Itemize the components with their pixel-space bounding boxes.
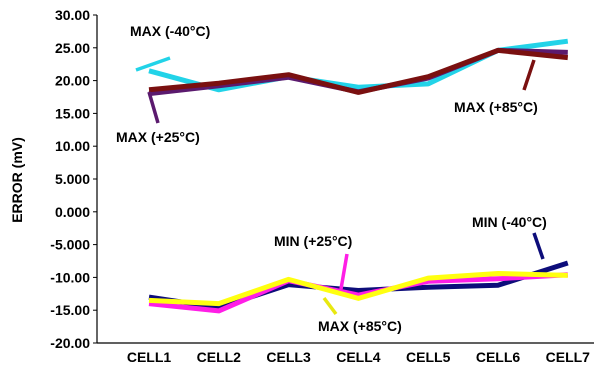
annotation-label: MAX (+25°C) [116, 129, 200, 145]
x-tick-labels: CELL1 CELL2 CELL3 CELL4 CELL5 CELL6 CELL7 [127, 349, 590, 365]
annotations: MAX (-40°C) MAX (+25°C) MAX (+85°C) MIN (-4… [113, 23, 547, 335]
y-axis-label: ERROR (mV) [9, 137, 25, 223]
y-tick-labels: 30.00 25.00 20.00 15.00 10.00 5.000 0.000 -5.00… [50, 7, 90, 351]
y-tick-label: -10.00 [50, 269, 90, 285]
annotation-label: MIN (+25°C) [274, 233, 352, 249]
x-tick-label: CELL5 [406, 349, 451, 365]
annotation-label-bg [451, 98, 541, 116]
annotation-label: MAX (-40°C) [130, 23, 210, 39]
x-tick-label: CELL3 [266, 349, 311, 365]
annotation-label-bg [315, 317, 405, 335]
annotation-label: MIN (-40°C) [472, 214, 547, 230]
series-lines [148, 38, 569, 314]
annotation-label-bg [271, 232, 356, 250]
annotation-pointer [135, 56, 171, 72]
y-tick-label: 20.00 [55, 73, 90, 89]
x-tick-label: CELL2 [197, 349, 242, 365]
y-tick-label: 30.00 [55, 7, 90, 23]
annotation-pointer [322, 296, 338, 316]
y-tick-label: 15.00 [55, 105, 90, 121]
series-line-2 [148, 47, 569, 95]
annotation-pointer [522, 59, 536, 91]
y-tick-label: -5.000 [50, 237, 90, 253]
y-tick-label: 25.00 [55, 40, 90, 56]
annotation-label-bg [113, 128, 203, 146]
x-tick-label: CELL6 [476, 349, 521, 365]
annotation-pointer [339, 253, 349, 290]
y-tick-label: 5.000 [55, 171, 90, 187]
x-tick-label: CELL1 [127, 349, 172, 365]
x-tick-label: CELL7 [546, 349, 591, 365]
series-line-4 [148, 272, 568, 314]
series-line-3 [148, 260, 569, 311]
x-tick-label: CELL4 [336, 349, 381, 365]
annotation-label: MAX (+85°C) [318, 318, 402, 334]
annotation-pointer [532, 232, 545, 260]
annotation-label: MAX (+85°C) [454, 99, 538, 115]
y-tick-label: 10.00 [55, 138, 90, 154]
axes [93, 14, 594, 344]
y-tick-label: -20.00 [50, 335, 90, 351]
y-tick-label: 0.000 [55, 204, 90, 220]
series-line-5 [148, 271, 568, 307]
y-tick-label: -15.00 [50, 302, 90, 318]
annotation-pointer [147, 91, 160, 124]
